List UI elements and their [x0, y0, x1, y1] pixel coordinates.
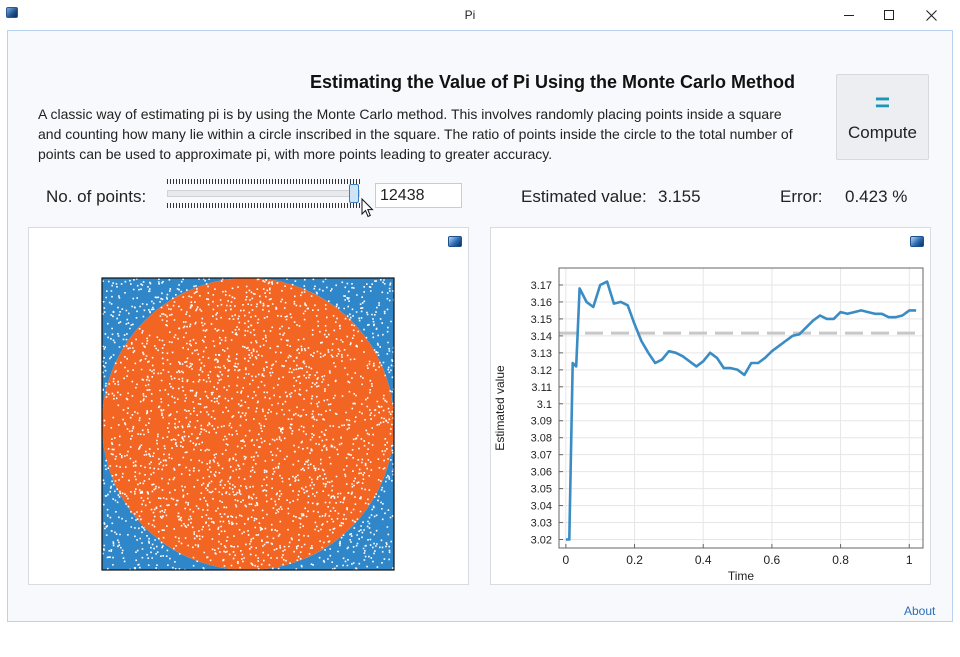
error-label: Error: [780, 187, 823, 206]
compute-label: Compute [848, 123, 917, 142]
y-tick-label: 3.13 [531, 348, 552, 360]
title-bar: Pi [0, 0, 960, 30]
close-button[interactable] [910, 0, 952, 30]
equals-icon: = [874, 87, 891, 117]
maximize-icon [884, 10, 894, 20]
mouse-cursor-icon [361, 198, 374, 218]
minimize-button[interactable] [828, 0, 870, 30]
y-tick-label: 3.15 [531, 314, 552, 326]
app-icon [6, 7, 18, 18]
x-axis-label: Time [728, 569, 755, 583]
description-text: A classic way of estimating pi is by usi… [38, 106, 793, 162]
close-icon [925, 9, 937, 21]
x-tick-label: 0.6 [764, 553, 781, 567]
y-tick-label: 3.12 [531, 365, 552, 377]
y-tick-label: 3.16 [531, 297, 552, 309]
plot-frame [558, 267, 924, 549]
plot-options-icon[interactable] [448, 236, 462, 247]
circle-region [102, 278, 394, 570]
slider-ticks-bottom [167, 203, 360, 208]
page-title: Estimating the Value of Pi Using the Mon… [309, 72, 796, 92]
y-tick-label: 3.06 [531, 467, 552, 479]
estimate-series-line [565, 280, 917, 541]
y-tick-label: 3.1 [537, 399, 552, 411]
error-value: 0.423 % [845, 187, 908, 206]
slider-thumb[interactable] [349, 184, 360, 203]
y-tick-label: 3.11 [531, 382, 552, 394]
minimize-icon [844, 14, 854, 16]
points-slider[interactable] [167, 179, 367, 209]
outside-region [102, 278, 394, 570]
slider-track[interactable] [167, 190, 360, 197]
plot-options-icon[interactable] [910, 236, 924, 247]
x-tick-label: 0.4 [695, 553, 712, 567]
points-label: No. of points: [46, 187, 147, 206]
square-boundary [101, 277, 395, 571]
y-tick-label: 3.08 [531, 433, 552, 445]
x-tick-label: 0.8 [832, 553, 849, 567]
slider-ticks-top [167, 179, 360, 184]
y-tick-label: 3.14 [531, 331, 552, 343]
y-tick-label: 3.05 [531, 484, 552, 496]
y-tick-label: 3.07 [531, 450, 552, 462]
y-axis-label: Estimated value [493, 365, 507, 451]
compute-button[interactable]: = Compute [836, 74, 929, 160]
y-tick-label: 3.03 [531, 518, 552, 530]
x-tick-label: 0.2 [626, 553, 643, 567]
estimated-value: 3.155 [658, 187, 701, 206]
estimated-value-label: Estimated value: [521, 187, 647, 206]
main-panel: Estimating the Value of Pi Using the Mon… [7, 30, 953, 622]
y-tick-label: 3.09 [531, 416, 552, 428]
y-tick-label: 3.02 [531, 535, 552, 547]
line-chart-panel: 3.02 3.03 3.04 3.05 3.06 3.07 3.08 3.09 3.1 3.11 3… [490, 227, 931, 585]
scatter-plot [101, 277, 395, 571]
points-input[interactable] [375, 183, 462, 208]
maximize-button[interactable] [868, 0, 910, 30]
scatter-plot-panel [28, 227, 469, 585]
x-tick-label: 1 [906, 553, 913, 567]
y-tick-label: 3.17 [531, 280, 552, 292]
bottom-strip [0, 622, 960, 657]
line-chart: 3.02 3.03 3.04 3.05 3.06 3.07 3.08 3.09 3.1 3.11 3… [493, 267, 924, 583]
window-title: Pi [464, 8, 476, 22]
y-tick-label: 3.04 [531, 501, 552, 513]
about-link[interactable]: About [904, 604, 936, 618]
x-tick-label: 0 [563, 553, 570, 567]
